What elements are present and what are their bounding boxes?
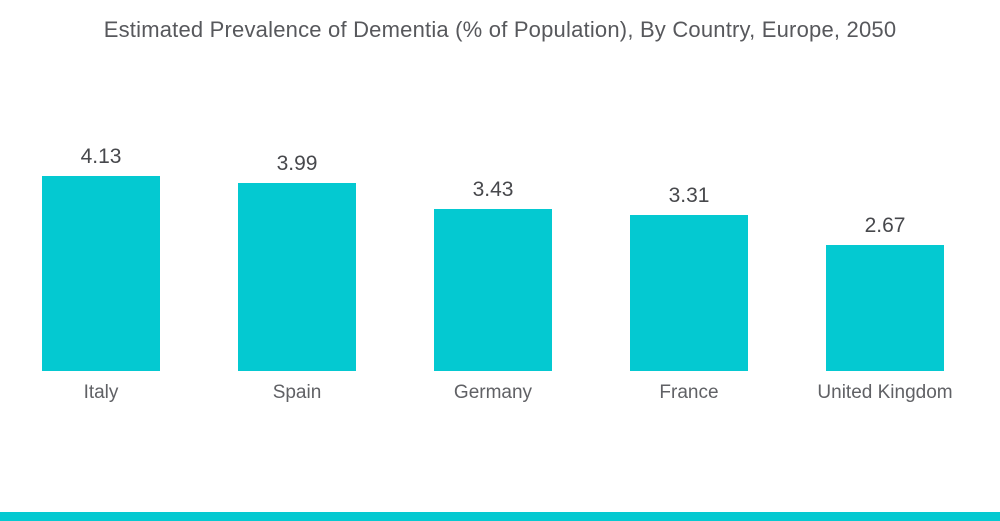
bar-column: 3.31 xyxy=(630,184,748,371)
chart-title: Estimated Prevalence of Dementia (% of P… xyxy=(103,17,897,42)
bar-column: 3.43 xyxy=(434,178,552,371)
bar-column: 4.13 xyxy=(42,145,160,371)
bar xyxy=(826,245,944,371)
category-label: Spain xyxy=(272,382,322,403)
bar-value-label: 2.67 xyxy=(864,214,906,237)
bar-column: 3.99 xyxy=(238,152,356,371)
bar xyxy=(42,176,160,371)
bottom-accent-strip xyxy=(0,512,1000,521)
bar-value-label: 3.99 xyxy=(276,152,318,175)
category-label: Italy xyxy=(83,382,119,403)
bar xyxy=(238,183,356,371)
category-label: France xyxy=(659,382,719,403)
category-label: Germany xyxy=(453,382,533,403)
bar-value-label: 4.13 xyxy=(80,145,122,168)
bar-value-label: 3.31 xyxy=(668,184,710,207)
category-label: United Kingdom xyxy=(817,382,953,403)
category-axis-labels: Italy Spain Germany France United Kingdom xyxy=(42,382,953,404)
bar xyxy=(434,209,552,371)
bar-value-label: 3.43 xyxy=(472,178,514,201)
bar xyxy=(630,215,748,371)
bar-column: 2.67 xyxy=(826,214,944,371)
bar-chart-plot-area: 4.13 3.99 3.43 3.31 2.67 xyxy=(42,43,944,371)
